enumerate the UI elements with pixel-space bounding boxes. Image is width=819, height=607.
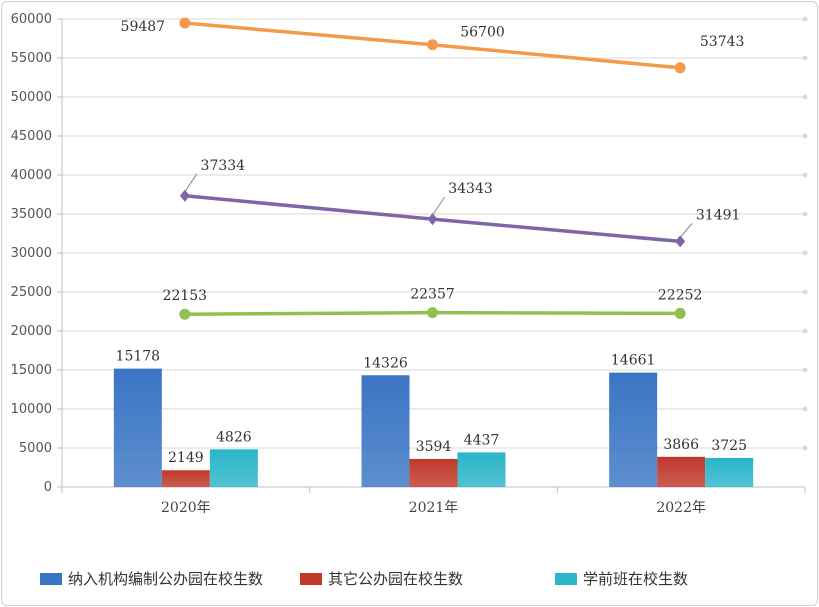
bar [409, 458, 458, 487]
y-tick-label: 45000 [11, 129, 52, 144]
legend-swatch-2 [555, 572, 577, 585]
gridline-end [802, 55, 808, 61]
line-point [427, 307, 438, 319]
y-tick-label: 35000 [11, 207, 52, 222]
gridlines [62, 16, 808, 451]
leader-line [432, 196, 445, 216]
bar [609, 372, 658, 487]
line-point [427, 213, 438, 226]
x-tick-label: 2020年 [161, 500, 211, 516]
bar-data-label: 3725 [711, 438, 747, 454]
bar [361, 375, 410, 487]
legend-label-2: 学前班在校生数 [583, 570, 689, 588]
gridline-end [802, 133, 808, 139]
y-tick-label: 60000 [11, 12, 52, 27]
bar-data-label: 14326 [363, 355, 408, 371]
y-tick-label: 5000 [19, 441, 52, 456]
line-data-label: 31491 [696, 207, 741, 223]
bar [457, 452, 506, 487]
legend-swatch-1 [300, 572, 322, 585]
line-point [427, 39, 438, 51]
bar [657, 456, 706, 487]
bar-data-label: 14661 [611, 353, 656, 369]
gridline-end [802, 172, 808, 178]
bar [705, 457, 754, 487]
legend-swatch-0 [40, 572, 62, 585]
line-point [675, 235, 686, 248]
line-series-group [179, 17, 686, 320]
bar-data-label: 4826 [216, 429, 252, 445]
y-tick-label: 0 [44, 480, 52, 495]
y-axis: 0 5000 10000 15000 20000 25000 30000 35000 40000… [11, 12, 63, 495]
y-tick-label: 20000 [11, 324, 52, 339]
legend-label-1: 其它公办园在校生数 [328, 570, 464, 588]
y-tick-label: 50000 [11, 90, 52, 105]
x-tick-label: 2021年 [409, 500, 459, 516]
gridline-end [802, 94, 808, 100]
leader-line [184, 173, 198, 193]
legend-item-2: 学前班在校生数 [555, 568, 688, 589]
combo-chart: 0 5000 10000 15000 20000 25000 30000 35000 40000… [11, 12, 808, 516]
gridline-end [802, 16, 808, 22]
bar [113, 368, 162, 487]
y-tick-label: 15000 [11, 363, 52, 378]
y-tick-label: 25000 [11, 285, 52, 300]
y-tick-label: 10000 [11, 402, 52, 417]
gridline-end [802, 211, 808, 217]
bar-series-group [113, 368, 754, 487]
y-tick-label: 55000 [11, 51, 52, 66]
gridline-end [802, 289, 808, 295]
line-data-label: 22357 [410, 287, 455, 303]
gridline-end [802, 250, 808, 256]
line-point [674, 307, 686, 319]
legend-item-0: 纳入机构编制公办园在校生数 [40, 568, 263, 589]
line-point [179, 189, 190, 202]
legend-label-0: 纳入机构编制公办园在校生数 [68, 570, 264, 588]
line-point [179, 17, 191, 29]
leader-line [679, 223, 693, 238]
line-data-label: 53743 [700, 34, 745, 50]
line-point [179, 308, 191, 320]
bar-data-label: 2149 [168, 450, 204, 466]
bar-data-label: 4437 [464, 432, 500, 448]
legend-item-1: 其它公办园在校生数 [300, 568, 463, 589]
gridline-end [802, 445, 808, 451]
bar [209, 449, 258, 487]
data-labels-group: 15178 14326 14661 2149 3594 3866 4826 4437 3725 5… [116, 19, 747, 466]
legend: 纳入机构编制公办园在校生数 其它公办园在校生数 学前班在校生数 [0, 568, 819, 594]
line-data-label: 22153 [163, 288, 208, 304]
gridline-end [802, 328, 808, 334]
line-data-label: 37334 [201, 158, 246, 174]
x-tick-label: 2022年 [656, 500, 706, 516]
bar [161, 470, 210, 487]
y-tick-label: 40000 [11, 168, 52, 183]
line-point [674, 62, 686, 74]
line-data-label: 56700 [460, 25, 505, 41]
gridline-end [802, 367, 808, 373]
bar-data-label: 3594 [416, 439, 452, 455]
bar-data-label: 15178 [116, 349, 161, 365]
line-data-label: 34343 [448, 181, 493, 197]
gridline-end [802, 406, 808, 412]
x-axis: 2020年 2021年 2022年 [61, 486, 806, 516]
y-tick-label: 30000 [11, 246, 52, 261]
line-data-label: 22252 [658, 287, 703, 303]
bar-data-label: 3866 [663, 437, 699, 453]
line-data-label: 59487 [121, 19, 166, 35]
